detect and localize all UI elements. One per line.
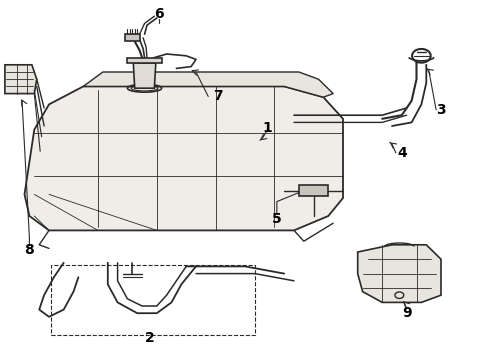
Polygon shape [133,63,156,88]
Text: 7: 7 [213,90,223,103]
Text: 1: 1 [262,121,272,135]
Polygon shape [125,34,140,41]
Text: 9: 9 [402,306,412,320]
Polygon shape [127,58,162,63]
Polygon shape [83,72,333,97]
Text: 5: 5 [272,212,282,226]
Text: 6: 6 [154,8,164,21]
Bar [51,265,255,335]
Polygon shape [358,245,441,302]
Text: 4: 4 [397,146,407,160]
Text: 2: 2 [145,332,154,345]
Polygon shape [299,185,328,196]
Text: 3: 3 [436,103,446,117]
Text: 8: 8 [24,243,34,257]
Polygon shape [5,65,37,94]
Polygon shape [24,86,343,230]
